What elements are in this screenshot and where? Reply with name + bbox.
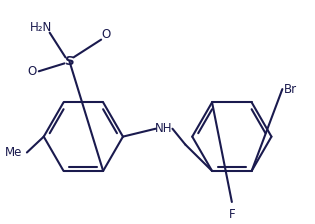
Text: S: S xyxy=(65,55,74,68)
Text: NH: NH xyxy=(155,122,172,135)
Text: H₂N: H₂N xyxy=(30,21,52,34)
Text: O: O xyxy=(27,65,37,78)
Text: O: O xyxy=(101,28,111,41)
Text: Br: Br xyxy=(284,83,297,96)
Text: F: F xyxy=(229,208,235,221)
Text: Me: Me xyxy=(5,146,22,159)
